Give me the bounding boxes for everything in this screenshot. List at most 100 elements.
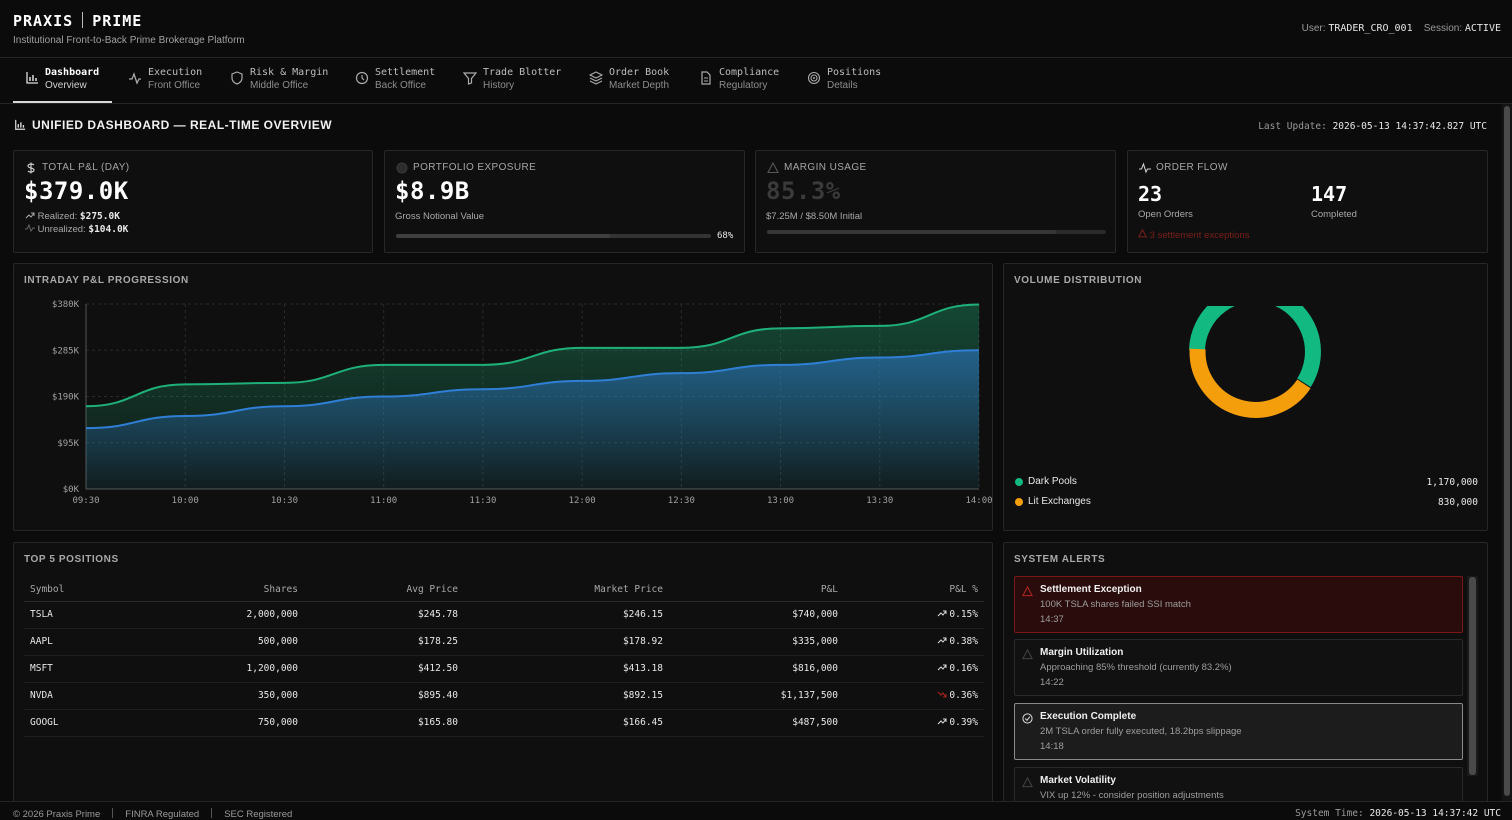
donut-slice-lit-exchanges[interactable] xyxy=(1189,348,1311,418)
cell-pnl-text: $740,000 xyxy=(792,609,838,620)
volume-donut-chart[interactable] xyxy=(1171,306,1321,456)
cell-shares: 750,000 xyxy=(174,709,304,737)
intraday-pnl-chart[interactable]: 09:30 10:00 10:30 11:00 11:30 12:00 12:30 13:00… xyxy=(14,264,992,530)
tab-risk-margin[interactable]: Risk & Margin Middle Office xyxy=(230,58,340,103)
globe-icon xyxy=(396,162,408,174)
unrealized-value: $104.0K xyxy=(88,224,129,235)
alert-time: 14:37 xyxy=(1040,614,1064,625)
brand-logo[interactable]: PRAXIS PRIME xyxy=(13,12,142,30)
cell-market-price-text: $892.15 xyxy=(622,690,663,701)
kpi-label: PORTFOLIO EXPOSURE xyxy=(413,162,537,173)
exposure-progress-bar xyxy=(396,234,711,238)
open-orders-label: Open Orders xyxy=(1138,209,1193,220)
footer-left: © 2026 Praxis Prime FINRA Regulated SEC Re… xyxy=(13,808,292,820)
tab-order-book[interactable]: Order Book Market Depth xyxy=(589,58,684,103)
tab-dashboard[interactable]: Dashboard Overview xyxy=(13,58,112,103)
alert-item-critical[interactable]: Settlement Exception 100K TSLA shares fai… xyxy=(1014,576,1463,633)
cell-avg-price-text: $178.25 xyxy=(417,636,458,647)
kpi-card-margin[interactable]: MARGIN USAGE 85.3% $7.25M / $8.50M Initi… xyxy=(755,150,1116,253)
document-icon xyxy=(701,71,711,85)
page-title: UNIFIED DASHBOARD — REAL-TIME OVERVIEW xyxy=(14,118,332,132)
col-market-price[interactable]: Market Price xyxy=(464,579,669,602)
kpi-value: $379.0K xyxy=(24,177,129,205)
col-symbol[interactable]: Symbol xyxy=(24,579,174,602)
tab-positions[interactable]: Positions Details xyxy=(807,58,892,103)
tab-trade-blotter[interactable]: Trade Blotter History xyxy=(463,58,573,103)
realized-label: Realized: xyxy=(37,211,78,222)
alerts-scrollbar-track[interactable] xyxy=(1467,576,1478,776)
kpi-card-pnl[interactable]: TOTAL P&L (DAY) $379.0K Realized: $275.0… xyxy=(13,150,373,253)
cell-market-price: $892.15 xyxy=(464,682,669,710)
brand-divider xyxy=(82,12,84,28)
cell-market-price: $166.45 xyxy=(464,709,669,737)
page-scrollbar-thumb[interactable] xyxy=(1504,106,1510,796)
page-scrollbar-track[interactable] xyxy=(1502,104,1512,801)
system-time-value: 2026-05-13 14:37:42 UTC xyxy=(1369,808,1501,819)
tab-title: Compliance xyxy=(719,67,780,78)
system-time: System Time: 2026-05-13 14:37:42 UTC xyxy=(1295,808,1501,819)
cell-symbol-text: GOOGL xyxy=(30,717,59,728)
cell-symbol: NVDA xyxy=(24,682,174,710)
col-avg-price[interactable]: Avg Price xyxy=(304,579,464,602)
tab-subtitle: Back Office xyxy=(375,80,426,91)
warning-icon xyxy=(1022,649,1033,660)
alert-item-warning[interactable]: Margin Utilization Approaching 85% thresh… xyxy=(1014,639,1463,696)
user-id: TRADER_CRO_001 xyxy=(1328,23,1413,34)
system-alerts-panel: SYSTEM ALERTS Settlement Exception 100K T… xyxy=(1003,542,1488,812)
activity-icon xyxy=(129,72,141,85)
table-row[interactable]: TSLA 2,000,000 $245.78 $246.15 $740,000 0.15% xyxy=(24,601,984,629)
legend-label: Dark Pools xyxy=(1028,476,1077,487)
tab-subtitle: Overview xyxy=(45,80,87,91)
cell-shares: 350,000 xyxy=(174,682,304,710)
alerts-scrollbar-thumb[interactable] xyxy=(1469,577,1476,775)
session-label: Session: xyxy=(1423,23,1463,34)
x-tick-label: 14:00 xyxy=(965,496,992,506)
alert-title: Market Volatility xyxy=(1040,775,1116,786)
cell-pnl: $1,137,500 xyxy=(669,682,844,710)
table-row[interactable]: NVDA 350,000 $895.40 $892.15 $1,137,500 0.36% xyxy=(24,682,984,710)
table-row[interactable]: GOOGL 750,000 $165.80 $166.45 $487,500 0.39% xyxy=(24,709,984,737)
legend-label: Lit Exchanges xyxy=(1028,496,1091,507)
tab-settlement[interactable]: Settlement Back Office xyxy=(355,58,450,103)
open-orders-count: 23 xyxy=(1138,182,1163,206)
panel-title: VOLUME DISTRIBUTION xyxy=(1014,275,1143,286)
table-row[interactable]: AAPL 500,000 $178.25 $178.92 $335,000 0.38% xyxy=(24,628,984,656)
col-shares[interactable]: Shares xyxy=(174,579,304,602)
col-pnl-pct[interactable]: P&L % xyxy=(844,579,984,602)
table-row[interactable]: MSFT 1,200,000 $412.50 $413.18 $816,000 0.16% xyxy=(24,655,984,683)
alert-message: 100K TSLA shares failed SSI match xyxy=(1040,599,1191,610)
alert-item-success[interactable]: Execution Complete 2M TSLA order fully ex… xyxy=(1014,703,1463,760)
legend-item-lit-exchanges: Lit Exchanges 830,000 xyxy=(1014,496,1478,512)
legend-value: 830,000 xyxy=(1437,497,1478,508)
series-realized-pnl-line xyxy=(85,349,980,430)
settlement-exceptions-link[interactable]: 3 settlement exceptions xyxy=(1137,228,1249,241)
cell-pnl-pct: 0.15% xyxy=(844,601,984,629)
warning-icon xyxy=(1137,228,1148,238)
cell-symbol-text: TSLA xyxy=(30,609,53,620)
col-pnl[interactable]: P&L xyxy=(669,579,844,602)
kpi-card-exposure[interactable]: PORTFOLIO EXPOSURE $8.9B Gross Notional … xyxy=(384,150,745,253)
cell-avg-price-text: $245.78 xyxy=(417,609,458,620)
intraday-pnl-panel: INTRADAY P&L PROGRESSION 09:30 10:00 10:30… xyxy=(13,263,993,531)
cell-pnl-pct-text: 0.39% xyxy=(949,717,978,728)
top-positions-panel: TOP 5 POSITIONS Symbol Shares Avg Price … xyxy=(13,542,993,812)
cell-pnl-pct-text: 0.16% xyxy=(949,663,978,674)
tab-title: Order Book xyxy=(609,67,670,78)
legend-value: 1,170,000 xyxy=(1426,477,1478,488)
session-info: User: TRADER_CRO_001 Session: ACTIVE xyxy=(1302,23,1501,34)
kpi-card-orderflow[interactable]: ORDER FLOW 23 Open Orders 147 Completed … xyxy=(1127,150,1488,253)
cell-symbol-text: MSFT xyxy=(30,663,53,674)
cell-avg-price-text: $412.50 xyxy=(417,663,458,674)
page-title-text: UNIFIED DASHBOARD — REAL-TIME OVERVIEW xyxy=(32,118,333,132)
tab-execution[interactable]: Execution Front Office xyxy=(128,58,218,103)
tab-compliance[interactable]: Compliance Regulatory xyxy=(699,58,794,103)
unrealized-row: Unrealized: $104.0K xyxy=(25,223,129,235)
bar-chart-icon xyxy=(26,72,38,84)
cell-symbol: AAPL xyxy=(24,628,174,656)
cell-pnl: $487,500 xyxy=(669,709,844,737)
x-tick-label: 13:30 xyxy=(866,496,893,506)
donut-slice-dark-pools[interactable] xyxy=(1188,306,1321,388)
cell-shares-text: 2,000,000 xyxy=(246,609,298,620)
realized-row: Realized: $275.0K xyxy=(25,211,120,222)
cell-avg-price: $412.50 xyxy=(304,655,464,683)
